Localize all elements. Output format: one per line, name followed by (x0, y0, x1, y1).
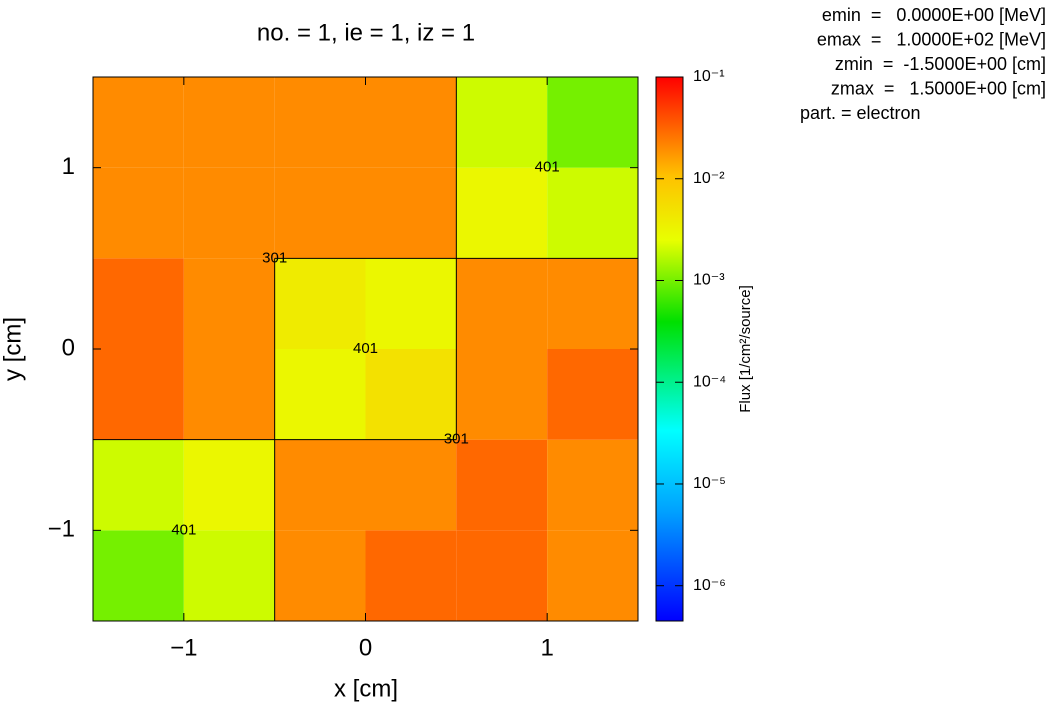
heat-cell (547, 439, 638, 531)
heat-cell (365, 349, 457, 440)
region-label: 301 (444, 431, 469, 448)
heat-cell (365, 77, 457, 168)
heat-cell (365, 530, 457, 621)
heat-cell (365, 167, 457, 259)
heat-cell (183, 167, 275, 259)
colorbar-tick-label: 10⁻¹ (693, 68, 725, 85)
heat-cell (547, 77, 638, 168)
heat-cell (93, 530, 184, 621)
heat-cell (183, 349, 275, 440)
x-tick-label: 1 (540, 634, 553, 661)
colorbar-tick-label: 10⁻⁵ (693, 475, 726, 492)
info-line: zmax = 1.5000E+00 [cm] (831, 78, 1046, 98)
heat-cell (183, 439, 275, 531)
region-label: 401 (171, 521, 196, 538)
info-line: zmin = -1.5000E+00 [cm] (835, 54, 1046, 74)
heat-cell (183, 77, 275, 168)
heat-cell (456, 349, 548, 440)
heat-cell (93, 349, 184, 440)
heat-cell (274, 349, 366, 440)
info-line: part. = electron (800, 103, 921, 123)
heat-cell (547, 167, 638, 259)
heat-cell (274, 77, 366, 168)
heat-cell (93, 77, 184, 168)
heat-cell (456, 258, 548, 349)
heat-cell (456, 77, 548, 168)
heat-cell (365, 439, 457, 531)
heat-cell (547, 530, 638, 621)
y-tick-label: 1 (62, 153, 75, 180)
heat-cell (274, 167, 366, 259)
x-tick-label: −1 (170, 634, 197, 661)
y-tick-label: 0 (62, 334, 75, 361)
chart-title: no. = 1, ie = 1, iz = 1 (257, 19, 475, 46)
colorbar-tick-label: 10⁻² (693, 170, 725, 187)
heat-cell (274, 530, 366, 621)
colorbar-tick-label: 10⁻³ (693, 272, 725, 289)
heat-cell (456, 530, 548, 621)
heat-cell (456, 167, 548, 259)
colorbar-tick-label: 10⁻⁶ (693, 577, 726, 594)
colorbar-tick-label: 10⁻⁴ (693, 373, 726, 390)
info-line: emin = 0.0000E+00 [MeV] (822, 5, 1046, 25)
heat-cell (93, 439, 184, 531)
x-axis-label: x [cm] (334, 675, 398, 702)
info-line: emax = 1.0000E+02 [MeV] (817, 29, 1046, 49)
region-label: 401 (535, 159, 560, 176)
heat-cell (274, 258, 366, 349)
heat-cell (274, 439, 366, 531)
heat-cell (93, 167, 184, 259)
heat-cell (456, 439, 548, 531)
heat-cell (547, 349, 638, 440)
region-label: 401 (353, 340, 378, 357)
heat-cell (93, 258, 184, 349)
colorbar-label: Flux [1/cm²/source] (737, 285, 754, 413)
colorbar (655, 76, 684, 622)
x-tick-label: 0 (359, 634, 372, 661)
heat-cell (365, 258, 457, 349)
y-axis-label: y [cm] (0, 317, 26, 381)
region-label: 301 (262, 249, 287, 266)
y-tick-label: −1 (48, 516, 75, 543)
heat-cell (547, 258, 638, 349)
heat-cell (183, 258, 275, 349)
heat-cell (183, 530, 275, 621)
